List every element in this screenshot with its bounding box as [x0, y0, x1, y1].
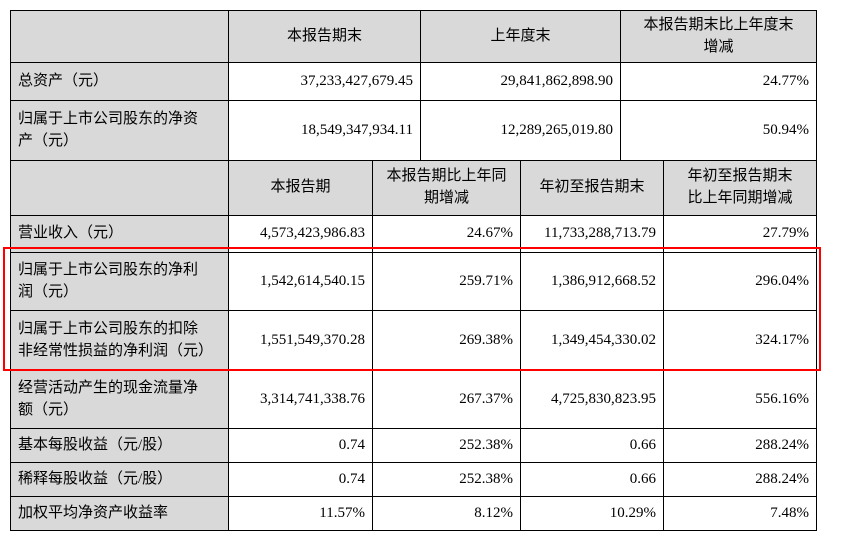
row-label: 归属于上市公司股东的净利 润（元）: [10, 252, 229, 311]
value-cell: 1,551,549,370.28: [228, 310, 373, 371]
value-cell: 252.38%: [372, 462, 521, 497]
value-cell: 11.57%: [228, 496, 373, 531]
value-cell: 8.12%: [372, 496, 521, 531]
value-cell: 27.79%: [663, 215, 817, 253]
value-cell: 24.77%: [620, 62, 817, 101]
value-cell: 259.71%: [372, 252, 521, 311]
value-cell: 556.16%: [663, 370, 817, 429]
reporting-period-section: 本报告期 本报告期比上年同 期增减 年初至报告期末 年初至报告期末 比上年同期增…: [10, 160, 817, 531]
value-cell: 11,733,288,713.79: [520, 215, 664, 253]
header-current-period-end: 本报告期末: [228, 10, 421, 63]
value-cell: 267.37%: [372, 370, 521, 429]
row-label: 营业收入（元）: [10, 215, 229, 253]
financial-summary-table: 本报告期末 上年度末 本报告期末比上年度末 增减 总资产（元） 37,233,4…: [10, 10, 817, 531]
header-prior-year-end: 上年度末: [420, 10, 621, 63]
value-cell: 1,349,454,330.02: [520, 310, 664, 371]
value-cell: 10.29%: [520, 496, 664, 531]
row-net-profit-deducting-nonrecurring: 归属于上市公司股东的扣除 非经常性损益的净利润（元） 1,551,549,370…: [10, 310, 817, 371]
value-cell: 37,233,427,679.45: [228, 62, 421, 101]
value-cell: 0.66: [520, 428, 664, 463]
row-label: 经营活动产生的现金流量净 额（元）: [10, 370, 229, 429]
value-cell: 4,725,830,823.95: [520, 370, 664, 429]
value-cell: 288.24%: [663, 462, 817, 497]
header-ytd-change-yoy: 年初至报告期末 比上年同期增减: [663, 160, 817, 216]
value-cell: 24.67%: [372, 215, 521, 253]
value-cell: 12,289,265,019.80: [420, 100, 621, 161]
value-cell: 1,542,614,540.15: [228, 252, 373, 311]
value-cell: 0.74: [228, 462, 373, 497]
header-ytd: 年初至报告期末: [520, 160, 664, 216]
value-cell: 1,386,912,668.52: [520, 252, 664, 311]
row-operating-revenue: 营业收入（元） 4,573,423,986.83 24.67% 11,733,2…: [10, 215, 817, 253]
value-cell: 50.94%: [620, 100, 817, 161]
value-cell: 18,549,347,934.11: [228, 100, 421, 161]
value-cell: 296.04%: [663, 252, 817, 311]
row-total-assets: 总资产（元） 37,233,427,679.45 29,841,862,898.…: [10, 62, 817, 101]
header-change-vs-prior-year-end: 本报告期末比上年度末 增减: [620, 10, 817, 63]
value-cell: 29,841,862,898.90: [420, 62, 621, 101]
row-basic-eps: 基本每股收益（元/股） 0.74 252.38% 0.66 288.24%: [10, 428, 817, 463]
row-net-profit-attributable: 归属于上市公司股东的净利 润（元） 1,542,614,540.15 259.7…: [10, 252, 817, 311]
header-change-yoy: 本报告期比上年同 期增减: [372, 160, 521, 216]
row-label: 加权平均净资产收益率: [10, 496, 229, 531]
row-net-assets-attributable: 归属于上市公司股东的净资 产（元） 18,549,347,934.11 12,2…: [10, 100, 817, 161]
corner-cell: [10, 160, 229, 216]
row-label: 归属于上市公司股东的扣除 非经常性损益的净利润（元）: [10, 310, 229, 371]
value-cell: 3,314,741,338.76: [228, 370, 373, 429]
row-label: 总资产（元）: [10, 62, 229, 101]
value-cell: 0.66: [520, 462, 664, 497]
row-operating-cash-flow: 经营活动产生的现金流量净 额（元） 3,314,741,338.76 267.3…: [10, 370, 817, 429]
row-label: 归属于上市公司股东的净资 产（元）: [10, 100, 229, 161]
value-cell: 269.38%: [372, 310, 521, 371]
row-label: 基本每股收益（元/股）: [10, 428, 229, 463]
row-weighted-average-roe: 加权平均净资产收益率 11.57% 8.12% 10.29% 7.48%: [10, 496, 817, 531]
value-cell: 0.74: [228, 428, 373, 463]
period-end-section: 本报告期末 上年度末 本报告期末比上年度末 增减 总资产（元） 37,233,4…: [10, 10, 817, 161]
corner-cell: [10, 10, 229, 63]
value-cell: 288.24%: [663, 428, 817, 463]
value-cell: 4,573,423,986.83: [228, 215, 373, 253]
period-end-header-row: 本报告期末 上年度末 本报告期末比上年度末 增减: [10, 10, 817, 63]
value-cell: 324.17%: [663, 310, 817, 371]
value-cell: 7.48%: [663, 496, 817, 531]
row-label: 稀释每股收益（元/股）: [10, 462, 229, 497]
value-cell: 252.38%: [372, 428, 521, 463]
header-current-period: 本报告期: [228, 160, 373, 216]
row-diluted-eps: 稀释每股收益（元/股） 0.74 252.38% 0.66 288.24%: [10, 462, 817, 497]
reporting-period-header-row: 本报告期 本报告期比上年同 期增减 年初至报告期末 年初至报告期末 比上年同期增…: [10, 160, 817, 216]
